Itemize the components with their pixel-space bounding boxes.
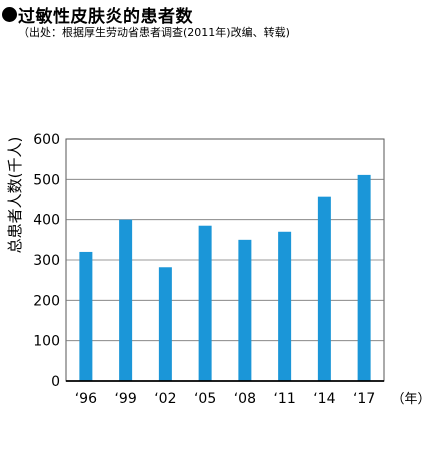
- bar: [198, 225, 212, 381]
- x-tick-label: ‘14: [313, 391, 335, 407]
- y-tick-label: 400: [33, 213, 60, 229]
- y-tick-label: 0: [51, 374, 60, 390]
- y-tick-label: 300: [33, 253, 60, 269]
- bar: [278, 231, 292, 381]
- bar: [238, 239, 252, 381]
- y-axis-label: 总患者人数(千人): [6, 137, 24, 254]
- x-unit-label: （年）: [391, 392, 430, 407]
- title-bullet-icon: [2, 6, 17, 22]
- y-tick-label: 600: [33, 132, 60, 148]
- chart-subtitle: （出处：根据厚生劳动省患者调查(2011年)改编、转载): [18, 26, 290, 39]
- x-tick-label: ‘08: [234, 391, 256, 407]
- chart-header: 过敏性皮肤炎的患者数 （出处：根据厚生劳动省患者调查(2011年)改编、转载): [2, 2, 432, 39]
- x-tick-label: ‘05: [194, 391, 216, 407]
- x-tick-label: ‘17: [353, 391, 375, 407]
- bar: [158, 267, 172, 381]
- bar: [79, 251, 93, 381]
- y-tick-label: 500: [33, 172, 60, 188]
- bar: [119, 219, 133, 381]
- chart-title: 过敏性皮肤炎的患者数: [18, 6, 193, 27]
- title-row: 过敏性皮肤炎的患者数: [2, 2, 432, 27]
- x-tick-label: ‘96: [75, 391, 97, 407]
- bar: [317, 196, 331, 381]
- y-tick-label: 200: [33, 293, 60, 309]
- x-tick-label: ‘02: [154, 391, 176, 407]
- x-tick-label: ‘99: [114, 391, 136, 407]
- y-tick-label: 100: [33, 334, 60, 350]
- x-tick-label: ‘11: [273, 391, 295, 407]
- bar: [357, 174, 371, 381]
